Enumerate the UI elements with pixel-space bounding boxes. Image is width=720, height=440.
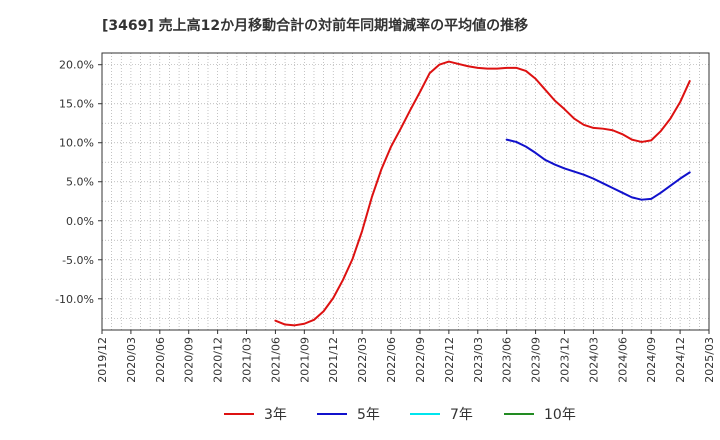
plot-background — [102, 53, 709, 330]
plot-area: 20.0% 15.0% 10.0% 5.0% 0.0% -5.0% -10.0% 2019/1… — [55, 52, 716, 383]
x-tick-label: 2020/12 — [212, 337, 225, 383]
chart-title: [3469] 売上高12か月移動合計の対前年同期増減率の平均値の推移 — [102, 17, 528, 34]
x-tick-label: 2022/03 — [356, 337, 369, 383]
x-tick-label: 2024/03 — [587, 337, 600, 383]
x-tick-label: 2019/12 — [96, 337, 109, 383]
y-tick-label: 20.0% — [59, 59, 94, 72]
series-line-3年 — [274, 60, 691, 327]
x-tick-label: 2021/06 — [269, 337, 282, 383]
x-tick-label: 2024/12 — [674, 337, 687, 383]
x-tick-label: 2020/09 — [183, 337, 196, 383]
y-tick-label: -5.0% — [62, 254, 94, 267]
x-tick-label: 2025/03 — [703, 337, 716, 383]
legend-label: 5年 — [357, 407, 380, 423]
x-tick-label: 2021/09 — [298, 337, 311, 383]
legend: 3年 5年 7年 10年 — [224, 407, 576, 423]
x-tick-label: 2022/12 — [443, 337, 456, 383]
legend-label: 7年 — [450, 407, 473, 423]
y-tick-label: 5.0% — [66, 176, 94, 189]
y-tick-label: 15.0% — [59, 98, 94, 111]
y-tick-label: 10.0% — [59, 137, 94, 150]
x-tick-label: 2023/06 — [501, 337, 514, 383]
x-tick-label: 2024/09 — [645, 337, 658, 383]
x-tick-label: 2023/12 — [558, 337, 571, 383]
x-tick-label: 2022/06 — [385, 337, 398, 383]
x-tick-label: 2021/03 — [241, 337, 254, 383]
y-tick-label: 0.0% — [66, 215, 94, 228]
x-tick-label: 2021/12 — [327, 337, 340, 383]
x-tick-label: 2020/03 — [125, 337, 138, 383]
x-tick-label: 2020/06 — [154, 337, 167, 383]
x-tick-label: 2023/03 — [472, 337, 485, 383]
legend-label: 10年 — [544, 407, 576, 423]
series-line-5年 — [505, 138, 691, 201]
y-tick-label: -10.0% — [55, 293, 94, 306]
legend-label: 3年 — [264, 407, 287, 423]
plot-frame — [101, 52, 710, 331]
x-tick-label: 2024/06 — [616, 337, 629, 383]
x-tick-label: 2023/09 — [530, 337, 543, 383]
x-tick-label: 2022/09 — [414, 337, 427, 383]
